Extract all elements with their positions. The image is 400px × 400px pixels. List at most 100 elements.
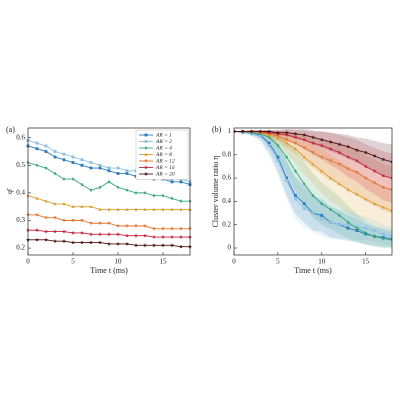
data-point xyxy=(161,193,165,198)
data-point xyxy=(34,227,40,232)
x-tick-label: 15 xyxy=(160,258,168,266)
data-point xyxy=(170,180,174,184)
data-point xyxy=(311,151,315,155)
data-point xyxy=(62,158,66,162)
data-point xyxy=(293,141,298,146)
y-tick-label: 0 xyxy=(228,244,232,252)
data-point xyxy=(249,129,254,134)
y-tick-label: 0.8 xyxy=(222,150,231,158)
data-point xyxy=(337,142,342,147)
x-tick-label: 0 xyxy=(26,258,30,266)
data-point xyxy=(389,175,392,180)
y-tick-label: 0.2 xyxy=(16,244,25,252)
data-point xyxy=(133,233,139,238)
data-point xyxy=(97,240,103,245)
error-band xyxy=(234,130,392,249)
error-band xyxy=(234,130,392,232)
data-point xyxy=(107,166,111,170)
data-point xyxy=(52,229,58,234)
data-point xyxy=(276,134,280,139)
data-point xyxy=(71,155,75,159)
x-axis-label: Time t (ms) xyxy=(90,266,128,275)
y-axis-label: Cluster volume ratio η xyxy=(211,156,220,228)
data-point xyxy=(62,152,66,156)
data-point xyxy=(71,204,75,208)
data-point xyxy=(161,207,165,211)
data-point xyxy=(79,240,85,245)
data-point xyxy=(337,162,342,167)
data-point xyxy=(346,187,350,192)
data-point xyxy=(53,216,57,220)
data-point xyxy=(346,220,350,225)
data-point xyxy=(293,169,297,173)
y-tick-label: 0.6 xyxy=(16,133,25,141)
x-tick-label: 5 xyxy=(71,258,75,266)
data-point xyxy=(151,234,157,239)
panel-label: (a) xyxy=(6,125,15,134)
data-point xyxy=(89,166,93,170)
data-point xyxy=(107,169,111,173)
data-point xyxy=(71,177,75,181)
data-point xyxy=(44,144,48,148)
data-point xyxy=(115,241,121,246)
data-point xyxy=(178,244,184,249)
data-point xyxy=(53,201,57,206)
data-point xyxy=(44,166,48,170)
error-band xyxy=(234,130,392,247)
data-point xyxy=(276,136,280,140)
data-point xyxy=(372,153,377,158)
data-point xyxy=(320,155,324,160)
data-point xyxy=(116,172,120,175)
data-point xyxy=(390,188,392,192)
data-point xyxy=(179,207,183,211)
data-point xyxy=(44,216,48,220)
data-point xyxy=(52,238,58,243)
legend-label: AR = 4 xyxy=(155,144,172,151)
data-point xyxy=(302,202,306,206)
error-band xyxy=(234,129,392,180)
data-point xyxy=(328,176,333,180)
data-point xyxy=(161,227,165,231)
data-point xyxy=(125,172,129,175)
data-point xyxy=(389,159,392,164)
data-point xyxy=(62,177,66,181)
data-point xyxy=(381,205,385,209)
data-point xyxy=(71,161,75,164)
legend-label: AR = 2 xyxy=(155,139,172,145)
error-band xyxy=(234,129,392,203)
data-point xyxy=(302,182,306,186)
data-point xyxy=(169,234,175,239)
data-point xyxy=(381,186,385,190)
data-point xyxy=(346,154,351,159)
data-point xyxy=(381,173,386,178)
data-point xyxy=(116,166,120,170)
axes-frame xyxy=(233,127,393,256)
data-point xyxy=(302,206,306,210)
data-point xyxy=(354,147,359,152)
data-point xyxy=(337,150,342,155)
x-axis-label: Time t (ms) xyxy=(294,266,332,275)
data-point xyxy=(143,224,147,228)
data-point xyxy=(234,129,237,134)
data-point xyxy=(267,144,271,147)
axes-frame xyxy=(27,127,191,256)
data-point xyxy=(363,176,368,181)
x-tick-label: 5 xyxy=(276,258,280,266)
data-point xyxy=(116,224,120,228)
legend-marker xyxy=(144,140,148,143)
data-point xyxy=(364,231,368,235)
plot-area xyxy=(234,129,392,249)
data-point xyxy=(61,229,67,234)
data-point xyxy=(346,226,350,230)
data-point xyxy=(381,232,385,236)
data-point xyxy=(240,129,245,134)
x-tick-label: 0 xyxy=(232,258,236,266)
data-point xyxy=(275,130,280,135)
data-point xyxy=(80,158,84,162)
data-point xyxy=(390,237,392,241)
y-tick-label: 0.3 xyxy=(16,216,25,224)
y-tick-label: 1 xyxy=(228,127,232,135)
data-point xyxy=(293,131,298,136)
data-point xyxy=(169,243,175,248)
data-point xyxy=(134,224,138,228)
